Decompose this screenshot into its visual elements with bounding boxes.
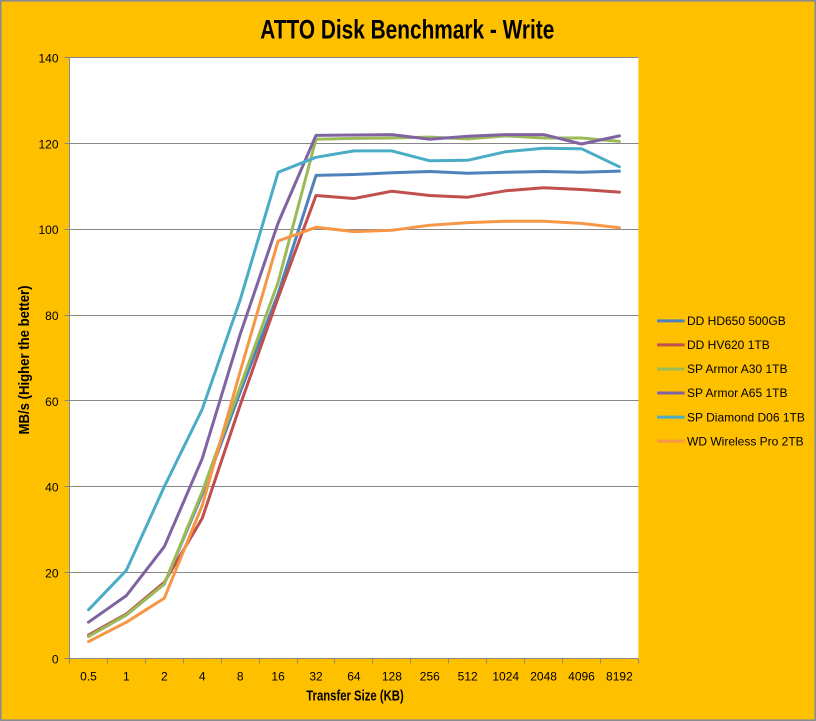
svg-text:60: 60 bbox=[45, 395, 59, 409]
svg-text:8: 8 bbox=[237, 670, 244, 684]
svg-text:DD HV620 1TB: DD HV620 1TB bbox=[687, 338, 770, 352]
svg-text:20: 20 bbox=[45, 567, 59, 581]
svg-text:4096: 4096 bbox=[568, 670, 595, 684]
svg-text:140: 140 bbox=[38, 51, 58, 65]
svg-text:40: 40 bbox=[45, 481, 59, 495]
svg-text:SP Diamond D06 1TB: SP Diamond D06 1TB bbox=[687, 410, 805, 424]
svg-text:80: 80 bbox=[45, 309, 59, 323]
svg-text:32: 32 bbox=[309, 670, 323, 684]
svg-text:MB/s (Higher the better): MB/s (Higher the better) bbox=[17, 285, 33, 434]
svg-text:100: 100 bbox=[38, 223, 58, 237]
svg-text:WD Wireless Pro 2TB: WD Wireless Pro 2TB bbox=[687, 434, 804, 448]
svg-text:120: 120 bbox=[38, 137, 58, 151]
svg-text:2: 2 bbox=[161, 670, 168, 684]
svg-text:2048: 2048 bbox=[530, 670, 557, 684]
svg-text:512: 512 bbox=[458, 670, 478, 684]
svg-text:ATTO Disk Benchmark - Write: ATTO Disk Benchmark - Write bbox=[260, 14, 554, 44]
svg-text:64: 64 bbox=[347, 670, 361, 684]
svg-text:0.5: 0.5 bbox=[80, 670, 97, 684]
svg-text:256: 256 bbox=[420, 670, 440, 684]
svg-text:4: 4 bbox=[199, 670, 206, 684]
svg-text:8192: 8192 bbox=[606, 670, 633, 684]
svg-text:128: 128 bbox=[382, 670, 402, 684]
svg-text:SP Armor A30 1TB: SP Armor A30 1TB bbox=[687, 362, 788, 376]
svg-text:DD HD650 500GB: DD HD650 500GB bbox=[687, 314, 786, 328]
svg-text:1024: 1024 bbox=[492, 670, 519, 684]
svg-text:16: 16 bbox=[271, 670, 285, 684]
svg-text:0: 0 bbox=[52, 652, 59, 666]
svg-text:Transfer Size (KB): Transfer Size (KB) bbox=[306, 689, 404, 705]
svg-text:SP Armor A65 1TB: SP Armor A65 1TB bbox=[687, 386, 788, 400]
svg-text:1: 1 bbox=[123, 670, 130, 684]
